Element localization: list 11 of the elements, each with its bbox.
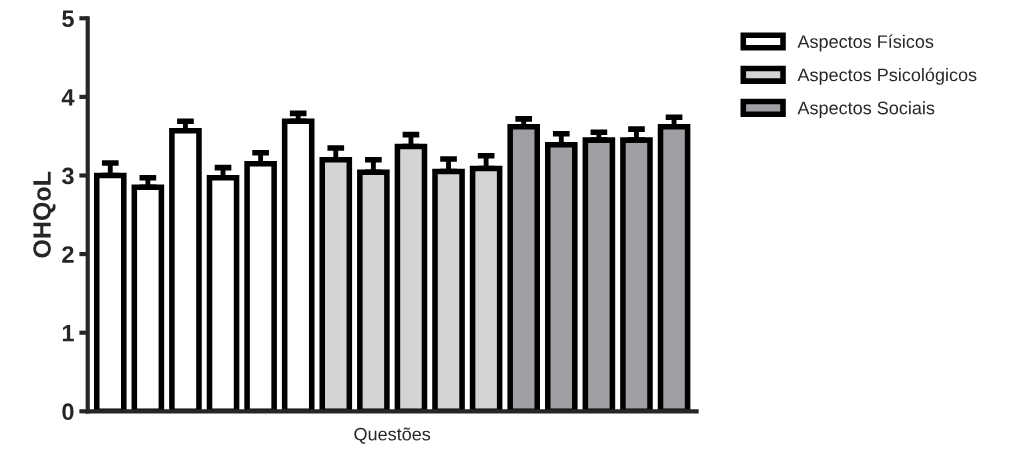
y-tick-label: 4 — [61, 89, 75, 106]
legend-label: Aspectos Sociais — [797, 101, 935, 118]
y-tick-label: 5 — [62, 10, 74, 28]
y-tick-label: 3 — [61, 167, 74, 185]
y-tick-label: 1 — [62, 325, 74, 342]
legend-label: Aspectos Físicos — [797, 34, 934, 52]
y-axis-title: OHQoL — [33, 171, 56, 258]
y-tick-label: 0 — [62, 403, 74, 421]
x-axis-title: Questões — [354, 427, 431, 444]
legend-label: Aspectos Psicológicos — [797, 67, 977, 85]
y-tick-label: 2 — [62, 246, 74, 263]
